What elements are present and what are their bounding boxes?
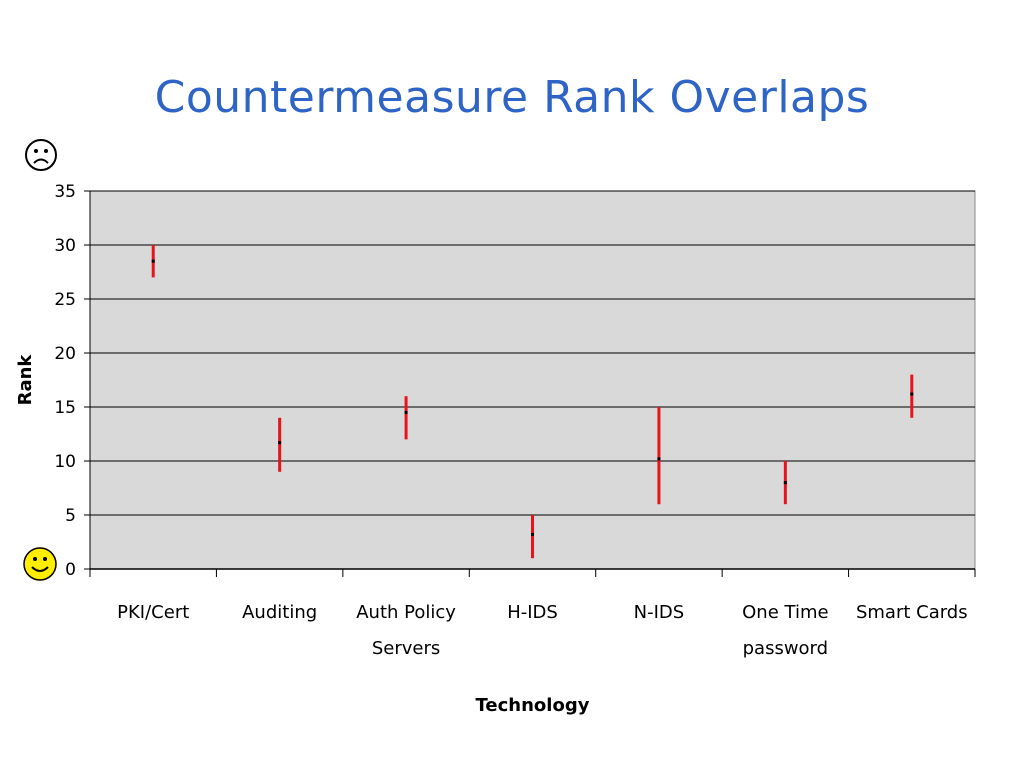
plot-area bbox=[89, 190, 976, 570]
mid-marker bbox=[278, 441, 282, 445]
x-category-label: H-IDS bbox=[507, 602, 558, 623]
sad-face-icon bbox=[25, 139, 57, 171]
y-tick-label: 0 bbox=[65, 560, 76, 580]
x-category-label: N-IDS bbox=[634, 602, 685, 623]
x-category-label: One Time bbox=[742, 602, 828, 623]
y-tick-label: 25 bbox=[54, 290, 76, 310]
x-category-label: PKI/Cert bbox=[117, 602, 189, 623]
y-tick-label: 35 bbox=[54, 182, 76, 202]
mid-marker bbox=[783, 481, 787, 485]
x-axis-title: Technology bbox=[476, 695, 590, 716]
y-tick-label: 10 bbox=[54, 452, 76, 472]
x-category-label: password bbox=[743, 638, 828, 659]
y-axis-title: Rank bbox=[15, 354, 36, 406]
slide-title: Countermeasure Rank Overlaps bbox=[154, 72, 870, 123]
y-tick-label: 15 bbox=[54, 398, 76, 418]
mid-marker bbox=[151, 259, 155, 263]
y-tick-label: 5 bbox=[65, 506, 76, 526]
x-category-label: Auth Policy bbox=[356, 602, 456, 623]
x-category-label: Smart Cards bbox=[856, 602, 968, 623]
smiley-face-icon bbox=[23, 547, 57, 581]
mid-marker bbox=[657, 457, 661, 461]
mid-marker bbox=[531, 532, 534, 536]
mid-marker bbox=[910, 392, 914, 396]
x-category-label: Servers bbox=[372, 638, 440, 659]
y-tick-label: 20 bbox=[54, 344, 76, 364]
x-category-label: Auditing bbox=[242, 602, 317, 623]
y-tick-label: 30 bbox=[54, 236, 76, 256]
mid-marker bbox=[404, 410, 408, 414]
